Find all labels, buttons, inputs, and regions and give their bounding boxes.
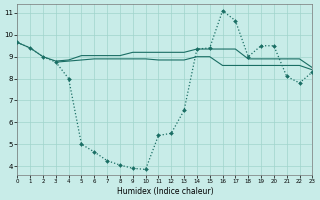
- X-axis label: Humidex (Indice chaleur): Humidex (Indice chaleur): [116, 187, 213, 196]
